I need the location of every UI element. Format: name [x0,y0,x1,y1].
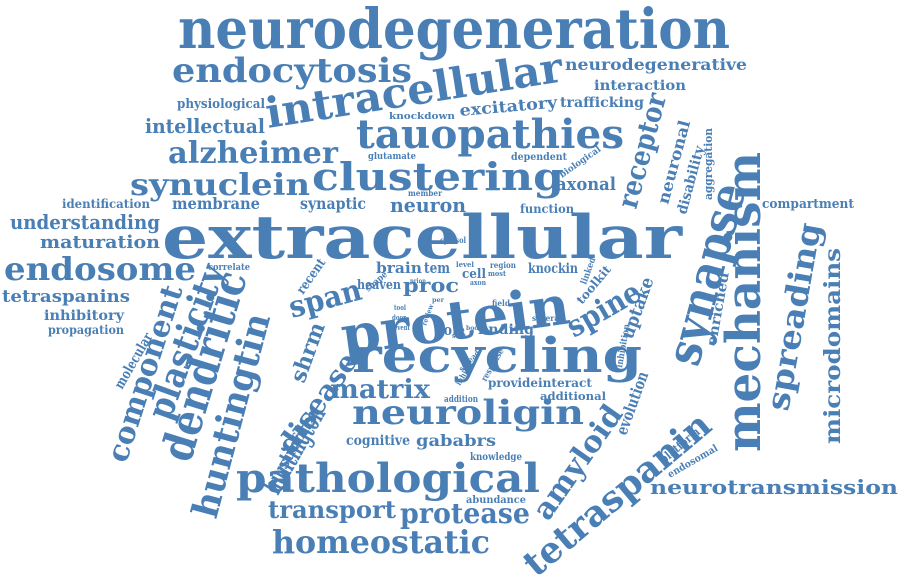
word-knockin: knockin [528,261,578,277]
word-interaction: interaction [594,78,686,94]
word-tauopathies: tauopathies [356,111,624,158]
word-recycling: recycling [352,328,642,384]
word-role: role [437,321,465,339]
word-identification: identification [62,197,150,211]
word-region: region [490,260,516,270]
word-heaven: heaven [357,278,401,293]
word-field: field [492,298,510,308]
word-several: several [532,313,562,323]
word-synaptic: synaptic [300,194,366,213]
word-matrix: matrix [330,375,431,405]
word-cytosol: cytosol [440,235,466,245]
word-propagation: propagation [48,323,124,337]
word-neurodegeneration: neurodegeneration [178,0,730,61]
word-per: per [432,297,445,304]
word-knowledge: knowledge [470,452,522,463]
word-cell: cell [462,267,486,282]
word-homeostatic: homeostatic [272,523,490,561]
word-additional: additional [540,390,606,403]
word-gababrs: gababrs [416,431,496,450]
word-aggregation: aggregation [702,128,715,200]
word-body: body [466,325,483,332]
word-tool: tool [394,303,406,312]
word-synuclein: synuclein [130,168,310,203]
word-alzheimer: alzheimer [168,136,339,171]
word-function: function [520,202,574,216]
word-neurotransmission: neurotransmission [650,475,899,499]
word-membrane: membrane [172,194,260,213]
word-level: level [456,260,474,269]
word-tem: tem [424,259,450,277]
word-trafficking: trafficking [560,95,644,111]
word-extracellular: extracellular [162,203,684,273]
word-axon: axon [470,278,486,287]
word-transport: transport [268,495,396,524]
word-prion: prion [410,278,427,285]
word-pathological: pathological [236,455,540,502]
word-neurodegenerative: neurodegenerative [565,55,747,74]
word-maturation: maturation [40,232,160,253]
word-proc: proc [403,273,459,297]
word-compartment: compartment [762,197,854,212]
word-provide: provide [488,376,538,390]
word-brain: brain [376,259,422,277]
word-knockdown: knockdown [389,112,456,122]
word-endosome: endosome [4,250,196,288]
word-tetraspanins: tetraspanins [2,287,130,307]
word-axonal: axonal [556,174,616,195]
word-glutamate: glutamate [368,152,416,162]
word-protease: protease [400,497,530,530]
word-member: member [408,188,443,198]
word-intellectual: intellectual [145,114,265,138]
word-neuron: neuron [390,193,466,217]
word-endocytosis: endocytosis [172,51,412,91]
word-physiological: physiological [177,97,265,112]
word-cognitive: cognitive [346,433,410,449]
word-understanding: understanding [10,210,160,234]
word-door: door [392,313,406,322]
word-most: most [488,269,507,278]
word-addition: addition [444,395,478,405]
word-mechanism: mechanism [716,152,772,452]
word-event: event [394,323,411,332]
word-correlate: correlate [208,263,250,273]
word-clustering: clustering [312,154,564,199]
word-sort: sort [452,333,466,340]
word-neuroligin: neuroligin [352,393,584,433]
word-interact: interact [538,376,592,390]
word-finding: finding [478,322,534,338]
word-inhibitory: inhibitory [44,308,125,324]
word-abundance: abundance [466,495,526,506]
word-dependent: dependent [511,152,567,163]
word-microdomains: microdomains [820,248,846,444]
